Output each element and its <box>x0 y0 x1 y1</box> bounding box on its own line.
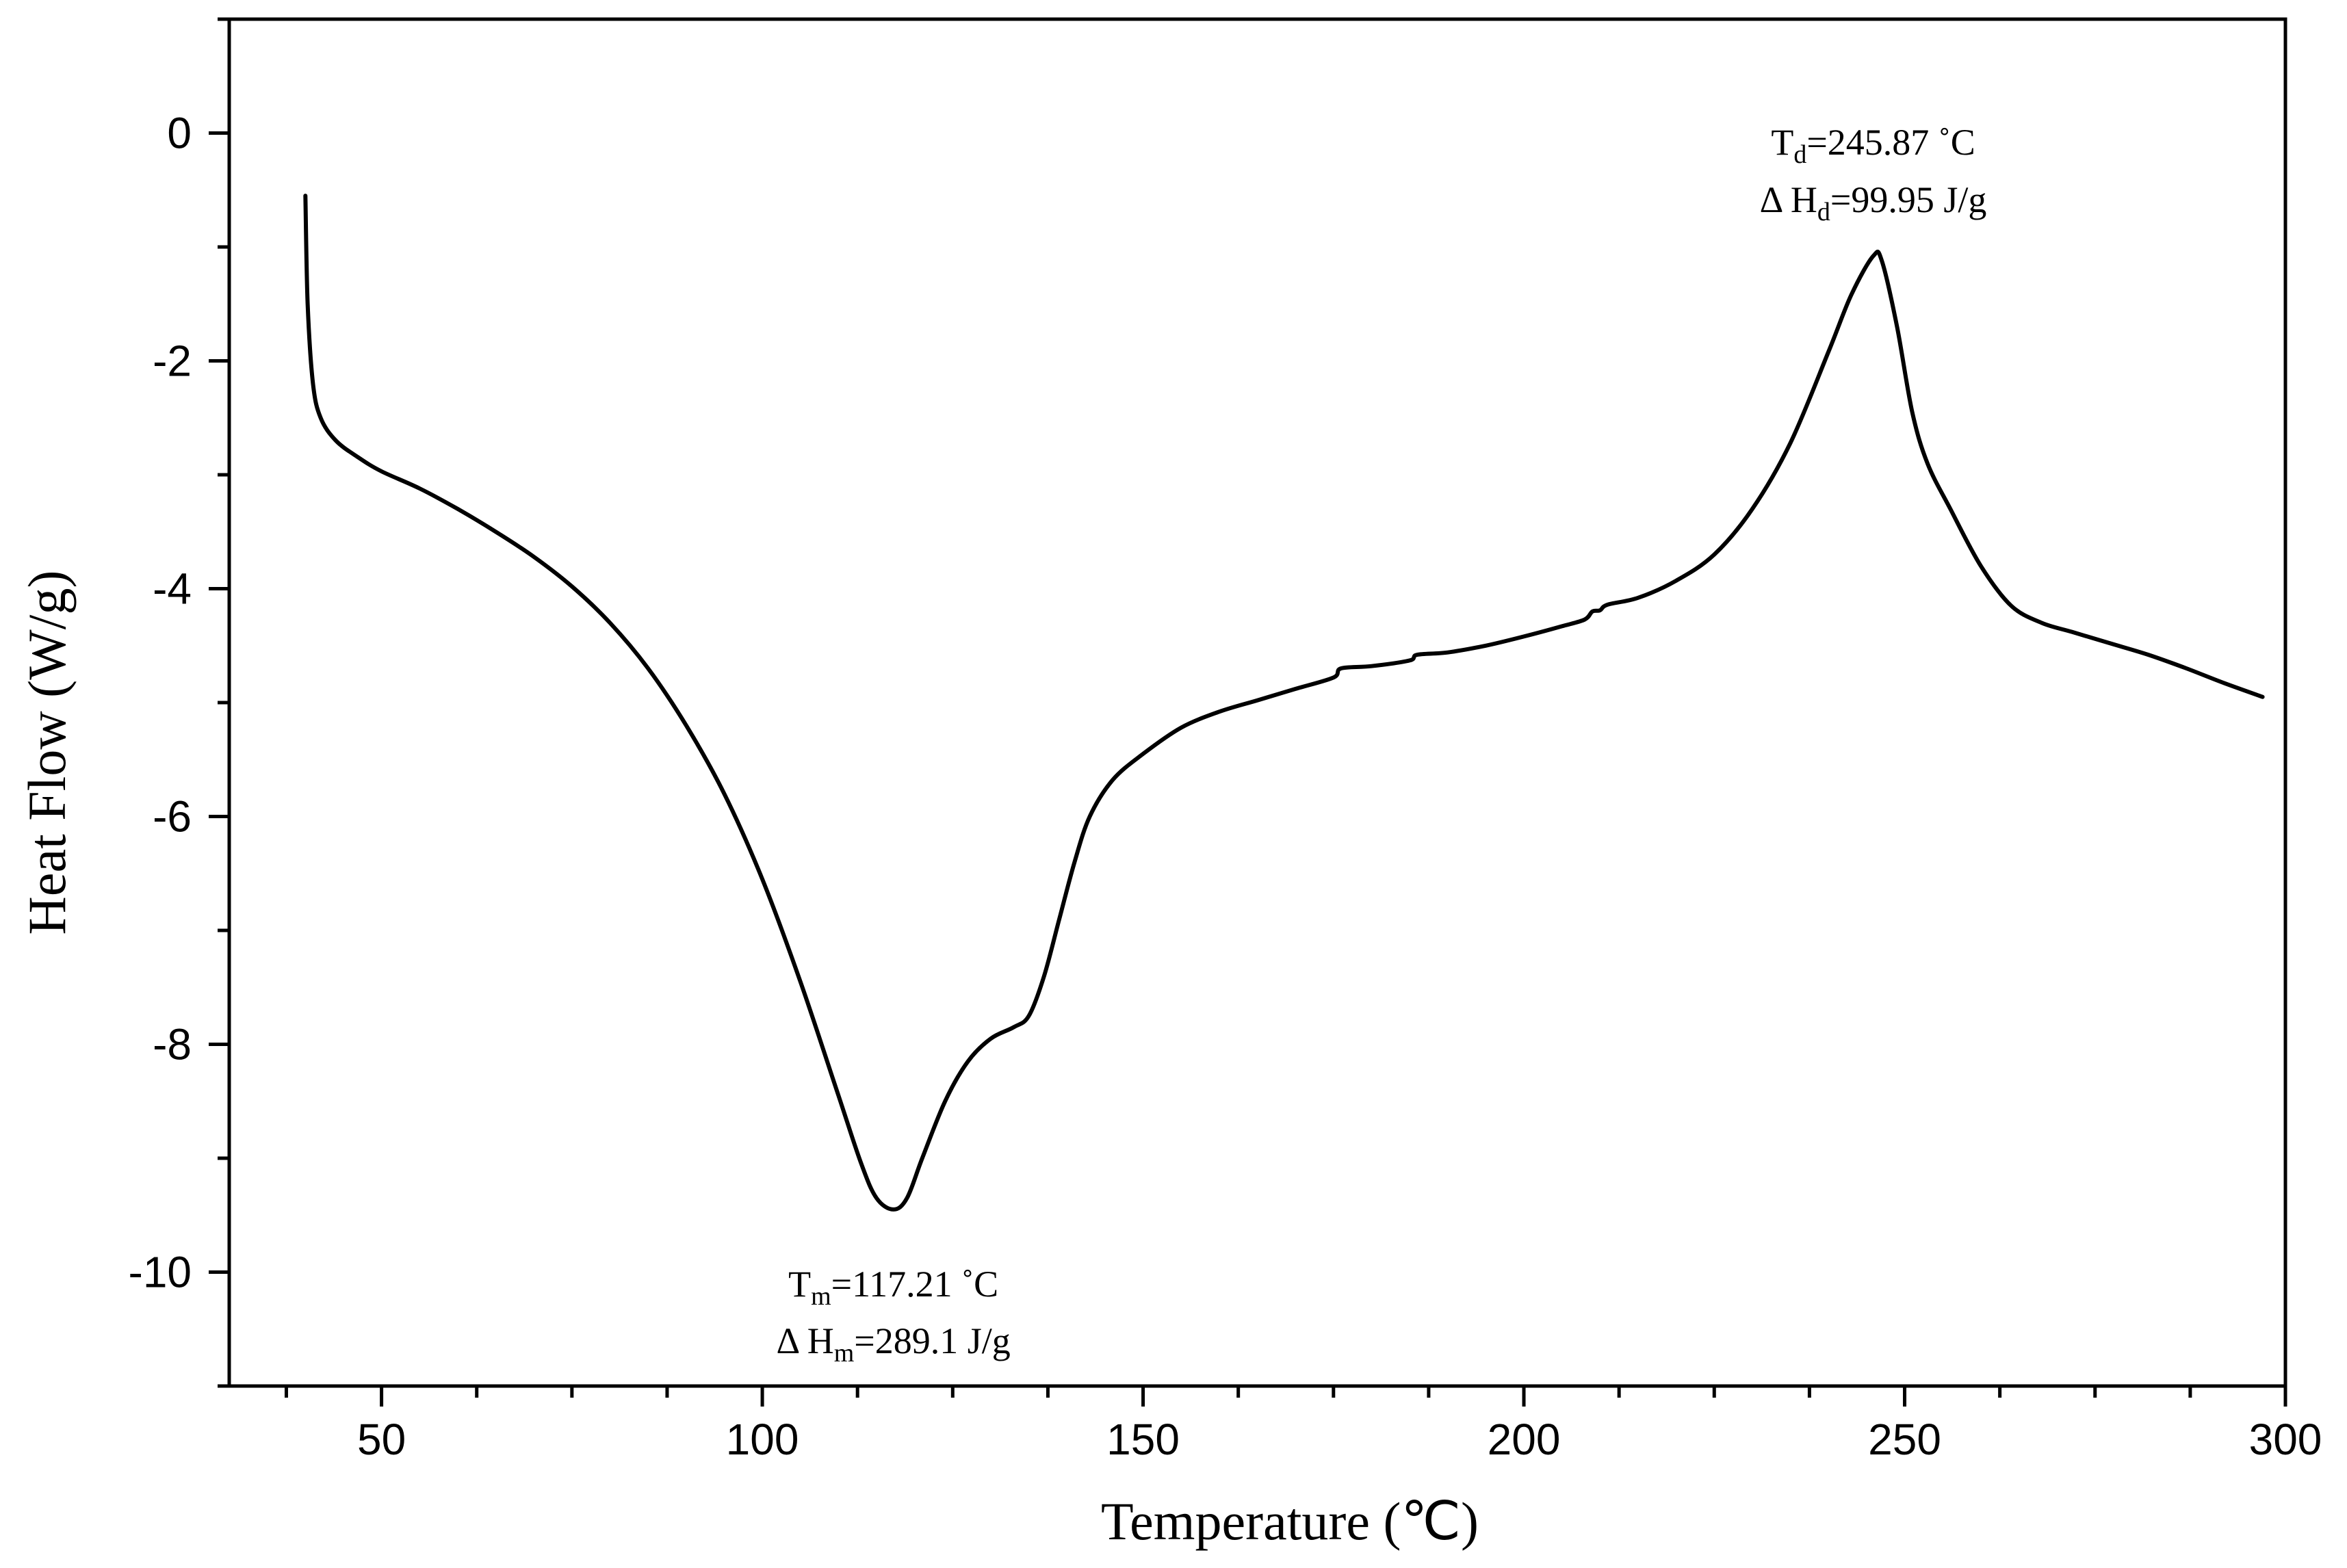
y-tick-label: -6 <box>153 792 192 841</box>
heat-flow-line <box>303 194 2265 1212</box>
y-axis-ticks: 0 -2 -4 -6 -8 -10 <box>129 17 229 1388</box>
x-tick-label: 200 <box>1488 1415 1561 1464</box>
axes <box>227 17 2287 1388</box>
trough-annotation-line: Tm=117.21 ˚C <box>788 1264 998 1311</box>
y-tick-label: -8 <box>153 1020 192 1069</box>
peak-annotation-line: Td=245.87 ˚C <box>1771 122 1975 169</box>
x-tick-label: 150 <box>1106 1415 1180 1464</box>
x-tick-label: 300 <box>2249 1415 2322 1464</box>
y-tick-label: -4 <box>153 564 192 614</box>
y-tick-label: -2 <box>153 337 192 386</box>
annotations-layer: Td=245.87 ˚C Δ Hd=99.95 J/g Tm=117.21 ˚C Δ … <box>776 122 1986 1368</box>
y-axis-title: Heat Flow (W/g) <box>17 571 77 935</box>
plot-frame <box>227 17 2287 1388</box>
x-tick-label: 250 <box>1868 1415 1941 1464</box>
x-axis-ticks: 50 100 150 200 250 300 <box>284 1386 2322 1464</box>
y-tick-label: -10 <box>129 1248 192 1297</box>
x-tick-label: 100 <box>726 1415 799 1464</box>
x-tick-label: 50 <box>357 1415 406 1464</box>
y-tick-label: 0 <box>167 109 192 158</box>
x-axis-title: Temperature (℃) <box>1101 1491 1479 1551</box>
series-layer <box>303 194 2265 1212</box>
trough-annotation-line: Δ Hm=289.1 J/g <box>776 1320 1010 1368</box>
peak-annotation-line: Δ Hd=99.95 J/g <box>1760 179 1987 226</box>
